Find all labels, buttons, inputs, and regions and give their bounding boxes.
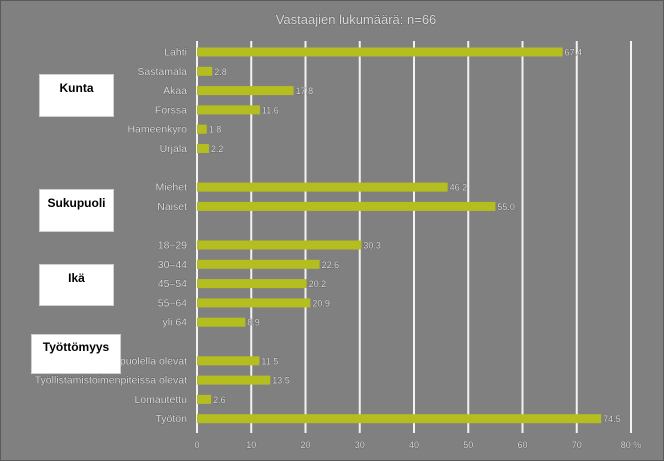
- bar: [197, 317, 246, 327]
- bar: [197, 298, 311, 308]
- group-box-kunta: Kunta: [39, 74, 114, 117]
- category-label: Lahti: [164, 47, 187, 59]
- data-label: 11.6: [262, 105, 279, 115]
- data-label: 8.9: [247, 318, 260, 328]
- data-label: 11.5: [261, 356, 278, 366]
- data-label: 20.2: [309, 279, 327, 289]
- bars: [197, 47, 602, 424]
- group-box-ika: Ikä: [39, 264, 114, 306]
- data-label: 2.2: [211, 144, 224, 154]
- bar: [197, 356, 260, 366]
- chart-title: Vastaajien lukumäärä: n=66: [276, 12, 437, 27]
- bar: [197, 240, 362, 250]
- bar: [197, 144, 209, 153]
- category-label: Urjala: [160, 143, 188, 155]
- data-label: 46.2: [450, 183, 468, 193]
- data-label: 20.9: [312, 298, 330, 308]
- category-label: Sastamala: [137, 66, 187, 78]
- data-label: 17.8: [296, 86, 314, 96]
- data-label: 74.5: [603, 414, 621, 424]
- category-label: Työtön: [155, 413, 187, 425]
- category-label: Hämeenkyrö: [127, 124, 187, 136]
- category-label: 45–54: [158, 278, 187, 290]
- bar: [197, 279, 307, 289]
- x-tick-label: 30: [355, 440, 365, 450]
- category-label: Työllistämistoimenpiteissä olevat: [35, 375, 187, 387]
- data-label: 55.0: [497, 202, 515, 212]
- x-tick-label: 40: [409, 440, 419, 450]
- data-label: 2.6: [213, 395, 226, 405]
- group-box-sukupuoli: Sukupuoli: [39, 189, 114, 232]
- x-tick-label: 20: [300, 440, 310, 450]
- data-label: 1.8: [209, 125, 222, 135]
- x-tick-label: 60: [517, 440, 527, 450]
- bar: [197, 394, 212, 404]
- bar: [197, 86, 294, 96]
- category-label: Lomautettu: [134, 394, 187, 406]
- bar: [197, 182, 448, 192]
- group-label-kunta: Kunta: [59, 81, 94, 95]
- group-label-sukupuoli: Sukupuoli: [47, 196, 106, 210]
- data-label: 22.6: [322, 260, 340, 270]
- x-tick-label: 0: [194, 440, 199, 450]
- bar: [197, 201, 496, 211]
- category-label: Naiset: [157, 201, 187, 213]
- bar: [197, 124, 207, 134]
- bar: [197, 414, 602, 424]
- bar: [197, 105, 260, 115]
- group-label-tyottomyys: Työttömyys: [42, 340, 110, 354]
- grid-lines: [196, 41, 632, 433]
- x-tick-label: 80 %: [621, 440, 642, 450]
- category-label: 30–44: [158, 259, 187, 271]
- data-label: 2.8: [214, 67, 227, 77]
- category-label: 18–29: [158, 240, 187, 252]
- value-labels: 67.4 2.8 17.8 11.6 1.8 2.2 46.2 55.0 30.3 22.6 20.…: [208, 47, 621, 424]
- category-label: Akaa: [163, 85, 187, 97]
- category-label: Forssa: [155, 104, 187, 116]
- bar: [197, 47, 563, 57]
- data-label: 30.3: [363, 241, 381, 251]
- bar: [197, 259, 320, 269]
- x-tick-label: 10: [246, 440, 256, 450]
- category-label: yli 64: [162, 317, 187, 329]
- bar: [197, 66, 213, 76]
- x-tick-label: 50: [463, 440, 473, 450]
- data-label: 13.5: [272, 376, 290, 386]
- x-tick-label: 70: [572, 440, 582, 450]
- category-label: Miehet: [155, 182, 187, 194]
- category-label: 55–64: [158, 297, 187, 309]
- group-box-tyottomyys: Työttömyys: [31, 334, 121, 374]
- bar: [197, 375, 271, 385]
- data-label: 67.4: [565, 48, 583, 58]
- x-axis-ticks: 0 10 20 30 40 50 60 70 80 %: [194, 440, 642, 451]
- group-label-ika: Ikä: [68, 271, 85, 285]
